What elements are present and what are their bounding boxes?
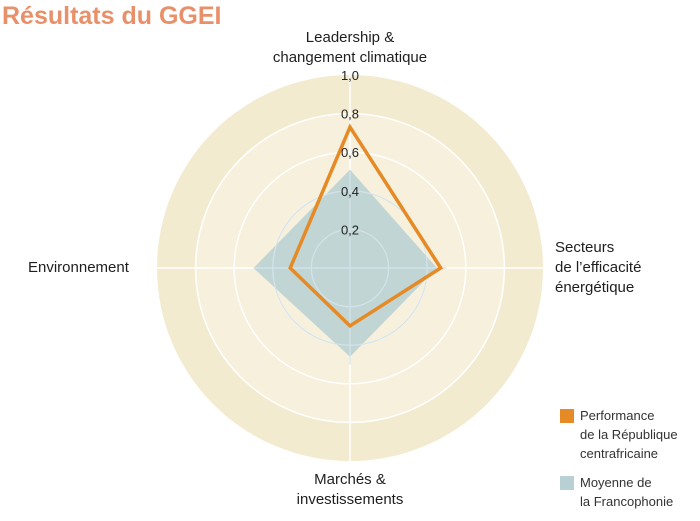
tick-label: 0,6 — [341, 145, 359, 160]
axis-label-leadership: Leadership & changement climatique — [250, 28, 450, 68]
axis-label-line: investissements — [296, 491, 404, 508]
axis-label-line: changement climatique — [272, 49, 428, 66]
legend-label: Performance de la République centrafrica… — [580, 406, 678, 463]
tick-label: 1,0 — [341, 68, 359, 83]
legend-item-rca: Performance de la République centrafrica… — [560, 406, 678, 463]
axis-label-efficacite: Secteurs de l’efficacité énergétique — [555, 238, 641, 298]
tick-label: 0,8 — [341, 107, 359, 122]
legend-swatch-blue — [560, 476, 574, 490]
chart-title: Résultats du GGEI — [2, 2, 222, 30]
legend-line: de la République — [580, 427, 678, 442]
axis-label-line: Leadership & — [305, 29, 395, 46]
legend-line: Moyenne de — [580, 475, 652, 490]
legend-swatch-orange — [560, 409, 574, 423]
series-francophonie-area — [253, 169, 437, 357]
axis-label-marches: Marchés & investissements — [260, 470, 440, 510]
axis-label-line: Secteurs — [555, 239, 615, 256]
legend-label: Moyenne de la Francophonie — [580, 473, 673, 511]
axis-label-environnement: Environnement — [28, 259, 129, 276]
legend: Performance de la République centrafrica… — [560, 406, 678, 521]
axis-label-line: de l’efficacité — [555, 259, 642, 276]
legend-line: centrafricaine — [580, 446, 659, 461]
tick-label: 0,4 — [341, 184, 359, 199]
legend-line: Performance — [580, 408, 655, 423]
axis-label-line: énergétique — [555, 279, 635, 296]
series-rca-line — [288, 123, 444, 329]
legend-line: la Francophonie — [580, 494, 674, 509]
legend-item-francophonie: Moyenne de la Francophonie — [560, 473, 678, 511]
axis-label-line: Marchés & — [314, 471, 386, 488]
tick-label: 0,2 — [341, 222, 359, 237]
